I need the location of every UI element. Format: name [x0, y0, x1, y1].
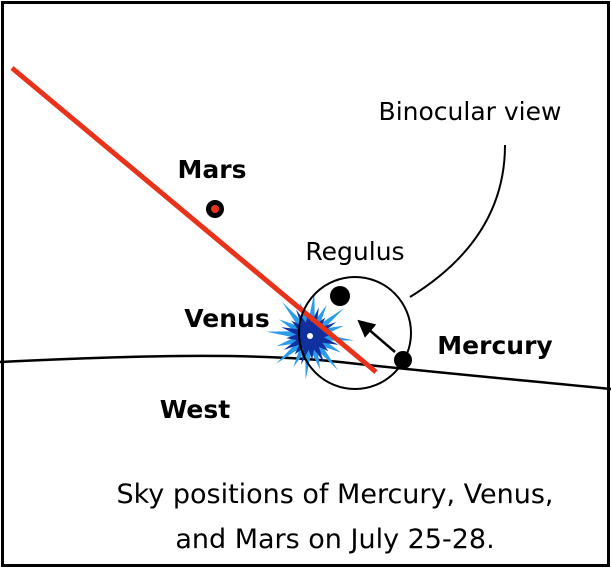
caption-line: and Mars on July 25-28. — [175, 524, 494, 555]
west-label: West — [160, 395, 231, 424]
mars-label: Mars — [178, 155, 247, 184]
mercury-label: Mercury — [437, 331, 552, 360]
diagram: Binocular view Mars Regulus Venus Mercur… — [0, 0, 611, 568]
venus-center — [307, 333, 313, 339]
binocular-label: Binocular view — [379, 97, 562, 126]
caption-line: Sky positions of Mercury, Venus, — [116, 479, 553, 510]
mercury-dot — [394, 351, 412, 369]
venus-label: Venus — [184, 304, 269, 333]
mars-dot-inner — [211, 205, 219, 213]
regulus-dot — [330, 286, 350, 306]
regulus-label: Regulus — [305, 237, 404, 266]
